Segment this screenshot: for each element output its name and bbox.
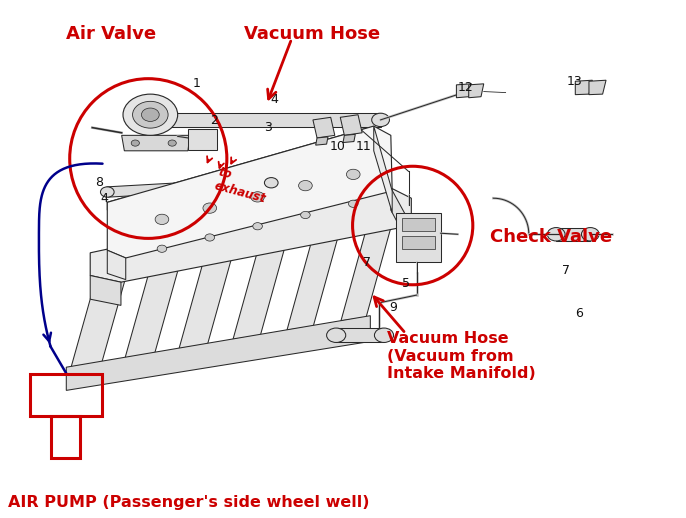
Polygon shape — [67, 315, 370, 391]
Text: 9: 9 — [389, 301, 397, 314]
Circle shape — [298, 180, 312, 191]
Polygon shape — [107, 126, 392, 258]
Circle shape — [123, 94, 178, 135]
Text: 7: 7 — [562, 264, 569, 277]
Circle shape — [251, 192, 264, 202]
Bar — [397, 212, 440, 262]
Bar — [51, 416, 80, 458]
Text: 6: 6 — [576, 307, 583, 320]
Polygon shape — [121, 135, 190, 151]
Circle shape — [327, 328, 346, 342]
Circle shape — [346, 169, 360, 180]
Bar — [188, 129, 217, 150]
Text: Air Valve: Air Valve — [67, 24, 156, 42]
Text: 11: 11 — [356, 140, 372, 153]
Text: 5: 5 — [403, 277, 410, 290]
Circle shape — [372, 113, 390, 126]
Text: 13: 13 — [567, 75, 583, 88]
Circle shape — [132, 102, 168, 128]
Circle shape — [157, 245, 167, 252]
Polygon shape — [336, 328, 384, 342]
Text: 2: 2 — [210, 114, 217, 127]
Polygon shape — [589, 80, 606, 95]
Polygon shape — [145, 113, 381, 126]
Bar — [402, 236, 434, 249]
Polygon shape — [125, 261, 180, 358]
Polygon shape — [316, 137, 328, 145]
Text: 1: 1 — [193, 77, 200, 90]
Bar — [402, 218, 434, 231]
Polygon shape — [313, 117, 335, 138]
Polygon shape — [233, 227, 290, 339]
Circle shape — [203, 203, 217, 213]
Text: to
exhaust: to exhaust — [213, 165, 272, 206]
Text: Check Valve: Check Valve — [490, 228, 612, 246]
Circle shape — [348, 200, 358, 207]
Text: 8: 8 — [95, 176, 103, 189]
Text: 4: 4 — [100, 192, 108, 205]
Circle shape — [205, 234, 215, 241]
Text: 3: 3 — [264, 121, 272, 134]
Polygon shape — [374, 126, 392, 212]
Text: AIR PUMP (Passenger's side wheel well): AIR PUMP (Passenger's side wheel well) — [8, 495, 370, 510]
Text: Vacuum Hose
(Vacuum from
Intake Manifold): Vacuum Hose (Vacuum from Intake Manifold… — [388, 331, 536, 381]
Polygon shape — [71, 278, 126, 367]
Bar — [30, 374, 102, 416]
Text: 4: 4 — [270, 93, 278, 106]
Circle shape — [375, 328, 394, 342]
Polygon shape — [287, 210, 345, 330]
Polygon shape — [341, 194, 400, 321]
Polygon shape — [469, 84, 484, 98]
Circle shape — [141, 108, 159, 121]
Circle shape — [582, 227, 599, 241]
Polygon shape — [179, 244, 235, 349]
Circle shape — [300, 211, 310, 219]
Circle shape — [136, 113, 154, 126]
Circle shape — [131, 140, 139, 146]
Polygon shape — [343, 134, 355, 142]
Text: 12: 12 — [458, 81, 473, 94]
Circle shape — [168, 140, 176, 146]
Circle shape — [547, 227, 565, 241]
Polygon shape — [456, 84, 471, 98]
Polygon shape — [556, 227, 591, 241]
Circle shape — [155, 214, 169, 224]
Circle shape — [264, 178, 278, 188]
Circle shape — [100, 187, 114, 197]
Polygon shape — [340, 115, 362, 135]
Polygon shape — [391, 188, 412, 249]
Text: 10: 10 — [329, 140, 345, 153]
Circle shape — [253, 223, 262, 230]
Polygon shape — [90, 276, 121, 306]
Text: Vacuum Hose: Vacuum Hose — [244, 24, 380, 42]
Polygon shape — [107, 250, 126, 280]
Polygon shape — [107, 178, 272, 197]
Polygon shape — [576, 80, 593, 95]
Polygon shape — [90, 188, 412, 282]
Text: 7: 7 — [364, 256, 372, 269]
